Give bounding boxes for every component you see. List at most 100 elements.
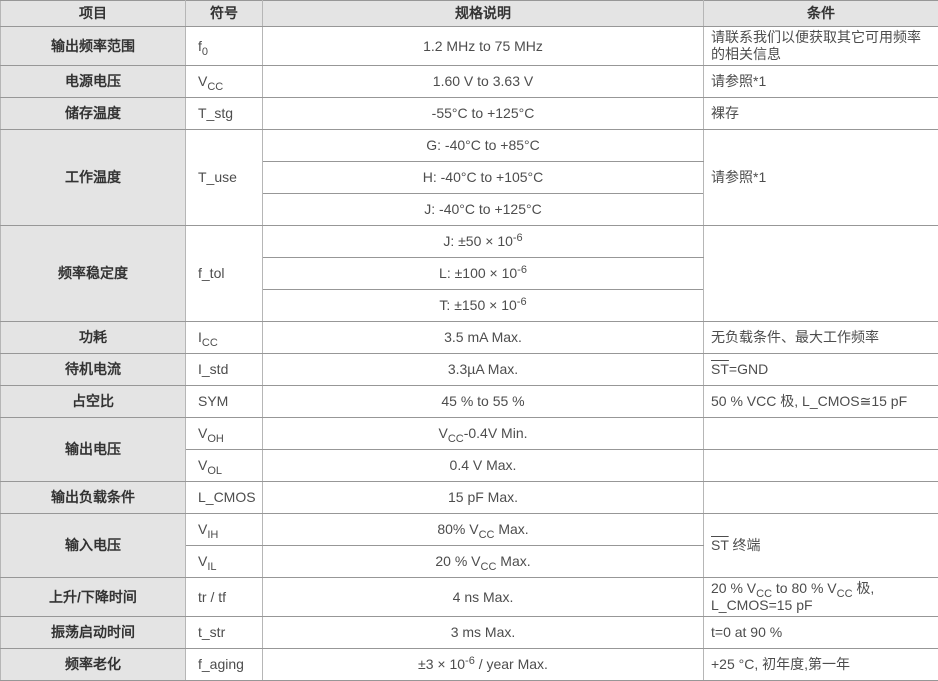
spec-cell: 3.5 mA Max. [263,322,704,354]
text-segment: t=0 at 90 % [711,624,782,640]
symbol-cell: tr / tf [186,578,263,617]
text-segment: -0.4V Min. [464,425,528,441]
text-segment: / year Max. [475,656,548,672]
item-cell: 待机电流 [1,354,186,386]
text-segment: Max. [496,553,530,569]
text-segment: -6 [465,655,475,667]
text-segment: 1.2 MHz to 75 MHz [423,38,543,54]
spec-cell: ±3 × 10-6 / year Max. [263,649,704,681]
text-segment: 50 % VCC 极, L_CMOS≅15 pF [711,393,907,409]
item-cell: 频率老化 [1,649,186,681]
text-segment: 输出电压 [65,441,121,457]
item-cell: 上升/下降时间 [1,578,186,617]
text-segment: V [198,457,207,473]
item-cell: 输出频率范围 [1,27,186,66]
text-segment: f_tol [198,265,224,281]
symbol-cell: VOH [186,418,263,450]
text-segment: -6 [513,232,523,244]
symbol-cell: SYM [186,386,263,418]
cond-cell: t=0 at 90 % [704,617,938,649]
text-segment: 请联系我们以便获取其它可用频率的相关信息 [711,29,921,62]
symbol-cell: I_std [186,354,263,386]
text-segment: 1.60 V to 3.63 V [433,73,533,89]
text-segment: ST [711,361,729,377]
text-segment: CC [481,561,497,573]
header-condition: 条件 [704,1,938,27]
spec-cell: 3 ms Max. [263,617,704,649]
text-segment: I_std [198,361,228,377]
text-segment: J: ±50 × 10 [443,233,513,249]
text-segment: 裸存 [711,105,739,121]
text-segment: V [198,425,207,441]
text-segment: IL [207,561,216,573]
cond-cell [704,482,938,514]
symbol-cell: T_stg [186,98,263,130]
symbol-cell: VOL [186,450,263,482]
cond-cell: 请参照*1 [704,66,938,98]
symbol-cell: VCC [186,66,263,98]
spec-cell: L: ±100 × 10-6 [263,258,704,290]
item-cell: 功耗 [1,322,186,354]
symbol-cell: VIL [186,546,263,578]
cond-cell: 50 % VCC 极, L_CMOS≅15 pF [704,386,938,418]
item-cell: 输出电压 [1,418,186,482]
text-segment: 4 ns Max. [453,589,514,605]
spec-cell: 4 ns Max. [263,578,704,617]
cond-cell: 裸存 [704,98,938,130]
text-segment: V [438,425,447,441]
spec-cell: -55°C to +125°C [263,98,704,130]
spec-cell: 20 % VCC Max. [263,546,704,578]
text-segment: t_str [198,624,225,640]
text-segment: G: -40°C to +85°C [426,137,540,153]
text-segment: to 80 % V [772,580,837,596]
header-symbol: 符号 [186,1,263,27]
item-cell: 输出负载条件 [1,482,186,514]
item-cell: 频率稳定度 [1,226,186,322]
spec-cell: VCC-0.4V Min. [263,418,704,450]
text-segment: 3 ms Max. [451,624,516,640]
cond-cell: 无负载条件、最大工作频率 [704,322,938,354]
symbol-cell: f0 [186,27,263,66]
text-segment: T_use [198,169,237,185]
cond-cell: ST=GND [704,354,938,386]
text-segment: 终端 [729,537,761,553]
table-row: 上升/下降时间 tr / tf 4 ns Max. 20 % V CC to 80 % … [1,578,938,617]
spec-cell: J: ±50 × 10-6 [263,226,704,258]
text-segment: CC [837,588,853,600]
spec-cell: T: ±150 × 10-6 [263,290,704,322]
text-segment: Max. [494,521,528,537]
text-segment: T_stg [198,105,233,121]
table-row: 储存温度 T_stg -55°C to +125°C 裸存 [1,98,938,130]
spec-cell: J: -40°C to +125°C [263,194,704,226]
text-segment: V [198,521,207,537]
cond-cell: 20 % VCC to 80 % VCC 极, L_CMOS=15 pF [704,578,938,617]
text-segment: 3.3µA Max. [448,361,518,377]
text-segment: tr / tf [198,589,226,605]
text-segment: 输出负载条件 [51,489,135,505]
spec-cell: 3.3µA Max. [263,354,704,386]
spec-cell: G: -40°C to +85°C [263,130,704,162]
text-segment: CC [479,529,495,541]
item-cell: 储存温度 [1,98,186,130]
cond-cell [704,418,938,450]
cond-cell: 请参照*1 [704,130,938,226]
text-segment: T: ±150 × 10 [439,297,516,313]
text-segment: 储存温度 [65,105,121,121]
text-segment: 占空比 [72,393,114,409]
text-segment: V [198,553,207,569]
table-row: 待机电流 I_std 3.3µA Max. ST=GND [1,354,938,386]
text-segment: CC [202,337,218,349]
text-segment: 频率稳定度 [58,265,128,281]
text-segment: 15 pF Max. [448,489,518,505]
symbol-cell: L_CMOS [186,482,263,514]
text-segment: 频率老化 [65,656,121,672]
item-cell: 工作温度 [1,130,186,226]
text-segment: 20 % V [711,580,756,596]
header-spec: 规格说明 [263,1,704,27]
text-segment: CC [207,81,223,93]
text-segment: 功耗 [79,329,107,345]
